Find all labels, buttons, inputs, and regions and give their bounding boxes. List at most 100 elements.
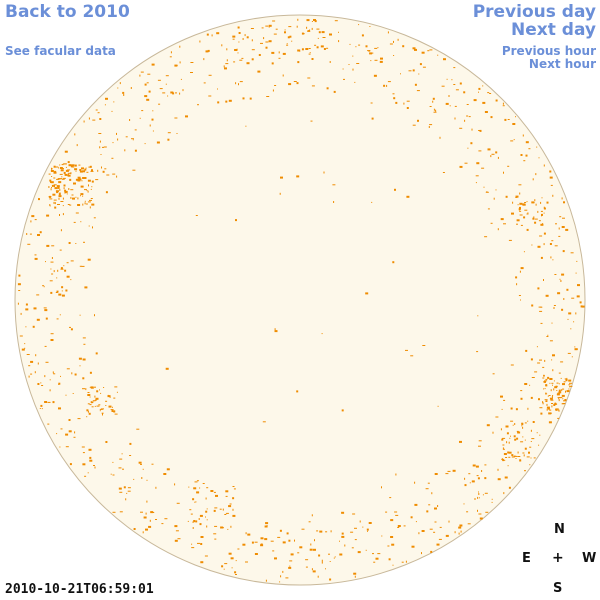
facula-speck (539, 434, 541, 436)
facula-speck (179, 45, 181, 48)
facula-speck (106, 174, 110, 176)
facular-regions (17, 18, 585, 583)
facula-speck (127, 490, 131, 492)
facula-speck (538, 220, 541, 222)
back-to-year-link[interactable]: Back to 2010 (5, 2, 130, 22)
facula-speck (495, 151, 498, 154)
facula-speck (67, 174, 71, 177)
facula-speck (471, 128, 473, 131)
facula-speck (266, 525, 268, 527)
facula-speck (540, 256, 543, 259)
facula-speck (490, 155, 492, 158)
facula-speck (532, 217, 535, 220)
facula-speck (521, 423, 524, 426)
facula-speck (87, 403, 90, 405)
facula-speck (515, 116, 516, 118)
facula-speck (321, 333, 323, 335)
facula-speck (254, 541, 258, 543)
facula-speck (503, 492, 505, 495)
facula-speck (105, 441, 108, 443)
facula-speck (50, 180, 51, 183)
facula-speck (274, 328, 276, 331)
facula-speck (56, 290, 59, 293)
facula-speck (43, 286, 45, 288)
facula-speck (108, 405, 112, 408)
facula-speck (88, 184, 89, 187)
facula-speck (70, 165, 73, 168)
facula-speck (463, 503, 465, 505)
facula-speck (301, 48, 304, 51)
facula-speck (63, 184, 66, 187)
facula-speck (478, 87, 481, 90)
facula-speck (19, 335, 23, 337)
facula-speck (517, 204, 519, 206)
facula-speck (107, 395, 111, 398)
facula-speck (165, 75, 169, 77)
facula-speck (475, 465, 479, 468)
facula-speck (529, 446, 532, 448)
facula-speck (64, 189, 67, 192)
facula-speck (251, 541, 254, 544)
previous-day-link[interactable]: Previous day (472, 2, 596, 22)
facula-speck (553, 307, 555, 309)
facula-speck (505, 195, 508, 198)
facula-speck (203, 82, 206, 84)
facula-speck (65, 446, 69, 448)
facula-speck (208, 95, 212, 97)
facula-speck (247, 533, 251, 536)
facula-speck (265, 522, 269, 525)
facula-speck (577, 284, 580, 287)
facula-speck (134, 129, 137, 131)
facula-speck (540, 412, 543, 415)
facula-speck (38, 198, 40, 201)
facula-speck (56, 433, 58, 435)
facula-speck (59, 214, 60, 216)
facula-speck (419, 63, 422, 66)
facula-speck (333, 201, 335, 203)
facula-speck (353, 572, 357, 575)
facula-speck (422, 66, 426, 68)
facula-speck (167, 138, 170, 141)
facula-speck (105, 405, 107, 406)
facula-speck (552, 354, 555, 357)
facula-speck (558, 399, 560, 402)
facula-speck (272, 20, 276, 22)
next-hour-link[interactable]: Next hour (528, 57, 596, 71)
facula-speck (485, 191, 489, 193)
facula-speck (272, 550, 275, 552)
see-facular-data-link[interactable]: See facular data (5, 44, 116, 58)
facula-speck (94, 386, 96, 388)
facula-speck (88, 225, 90, 227)
facula-speck (54, 202, 56, 205)
facula-speck (58, 293, 62, 296)
facula-speck (535, 203, 537, 206)
facula-speck (546, 403, 548, 406)
facula-speck (550, 399, 554, 401)
facula-speck (54, 185, 55, 187)
facula-speck (538, 157, 540, 159)
facula-speck (36, 294, 40, 296)
facula-speck (308, 521, 311, 523)
facula-speck (90, 188, 92, 190)
facula-speck (557, 409, 560, 411)
facula-speck (50, 170, 54, 172)
facula-speck (52, 371, 54, 374)
facula-speck (561, 226, 565, 228)
previous-hour-link[interactable]: Previous hour (501, 44, 596, 58)
facula-speck (526, 201, 528, 203)
facula-speck (89, 371, 92, 374)
facula-speck (297, 61, 300, 64)
next-day-link[interactable]: Next day (511, 20, 596, 40)
facula-speck (90, 170, 94, 172)
facula-speck (232, 514, 236, 517)
facula-speck (75, 243, 77, 244)
facula-speck (77, 204, 81, 206)
facula-speck (539, 235, 543, 237)
facula-speck (330, 530, 332, 533)
facula-speck (400, 73, 401, 75)
facula-speck (67, 204, 70, 205)
facula-speck (69, 326, 71, 328)
facula-speck (67, 169, 71, 171)
facula-speck (152, 110, 154, 112)
facula-speck (264, 525, 268, 528)
